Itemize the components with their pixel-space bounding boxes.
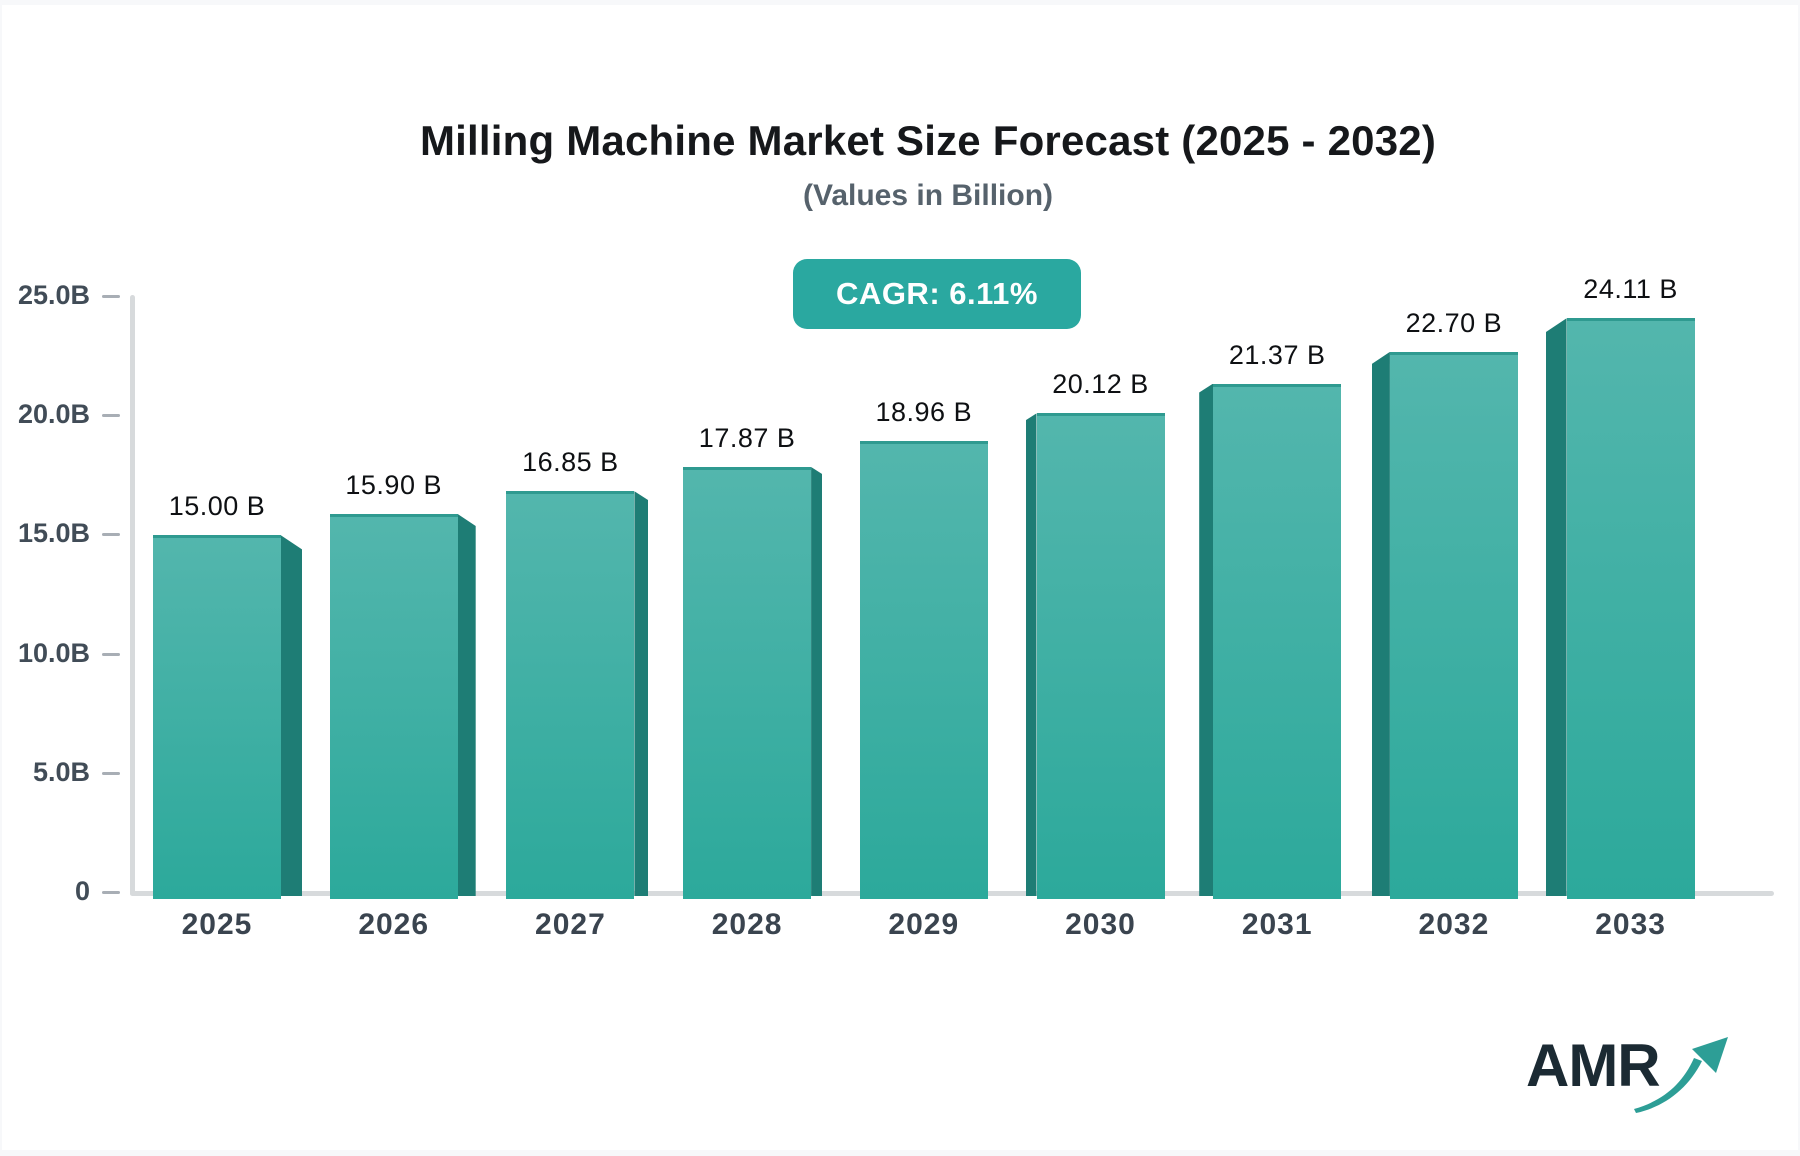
bar-value-label-2032: 22.70 B [1405, 307, 1503, 338]
y-axis-tick-mark [102, 414, 120, 418]
y-axis-tick-label: 0 [74, 876, 90, 906]
x-tick-label-2027: 2027 [535, 908, 606, 941]
bar-2025 [153, 535, 281, 899]
bar-2028 [683, 466, 812, 899]
bar-2026 [329, 513, 458, 899]
x-tick-label-2033: 2033 [1595, 908, 1666, 941]
x-tick-label-2028: 2028 [711, 908, 783, 941]
bar-value-label-2029: 18.96 B [875, 396, 973, 427]
bar-side-face-2027 [634, 491, 649, 896]
bar-2033 [1566, 318, 1695, 899]
x-tick-label-2030: 2030 [1065, 908, 1136, 941]
chart-card: Milling Machine Market Size Forecast (20… [2, 5, 1798, 1150]
bar-value-label-2031: 21.37 B [1228, 339, 1326, 370]
x-tick-label-2031: 2031 [1241, 908, 1313, 941]
bar-side-face-2025 [281, 535, 302, 896]
amr-logo: AMR [1526, 1031, 1728, 1121]
bar-value-label-2026: 15.90 B [345, 469, 442, 500]
y-axis-tick-label: 5.0B [32, 756, 90, 787]
bar-value-label-2028: 17.87 B [698, 422, 796, 453]
bar-side-face-2032 [1371, 351, 1390, 896]
chart-title: Milling Machine Market Size Forecast (20… [419, 117, 1437, 164]
y-axis-line [130, 295, 135, 896]
bar-side-face-2026 [457, 513, 476, 896]
growth-arrow-icon [1634, 1037, 1728, 1113]
y-axis-tick-mark [102, 533, 120, 537]
y-axis-tick-label: 20.0B [17, 399, 90, 430]
bar-2032 [1389, 351, 1518, 899]
bar-side-face-2030 [1025, 413, 1037, 896]
bar-value-label-2030: 20.12 B [1052, 369, 1149, 400]
bar-side-face-2031 [1199, 383, 1214, 896]
chart-subtitle: (Values in Billion) [802, 179, 1054, 212]
bar-2029 [859, 440, 988, 899]
x-tick-label-2025: 2025 [181, 908, 253, 941]
amr-logo-text: AMR [1526, 1032, 1661, 1099]
y-axis-tick-mark [102, 652, 120, 656]
x-tick-label-2026: 2026 [358, 908, 430, 941]
cagr-badge: CAGR: 6.11% [793, 259, 1081, 329]
y-axis-tick-label: 10.0B [17, 637, 90, 668]
bar-side-face-2033 [1545, 318, 1567, 896]
bar-value-label-2033: 24.11 B [1583, 274, 1678, 305]
x-tick-label-2029: 2029 [888, 908, 960, 941]
bar-value-label-2027: 16.85 B [522, 447, 619, 478]
bar-side-face-2028 [811, 466, 823, 896]
y-axis-tick-label: 15.0B [17, 518, 90, 549]
y-axis-tick-mark [102, 771, 120, 775]
bar-2031 [1213, 383, 1342, 899]
y-axis-tick-label: 25.0B [17, 280, 90, 310]
bar-2030 [1036, 413, 1165, 899]
bar-2027 [506, 491, 635, 899]
y-axis-tick-mark [102, 295, 120, 298]
bar-value-label-2025: 15.00 B [168, 491, 266, 522]
x-tick-label-2032: 2032 [1418, 908, 1490, 941]
y-axis-tick-mark [102, 891, 120, 894]
